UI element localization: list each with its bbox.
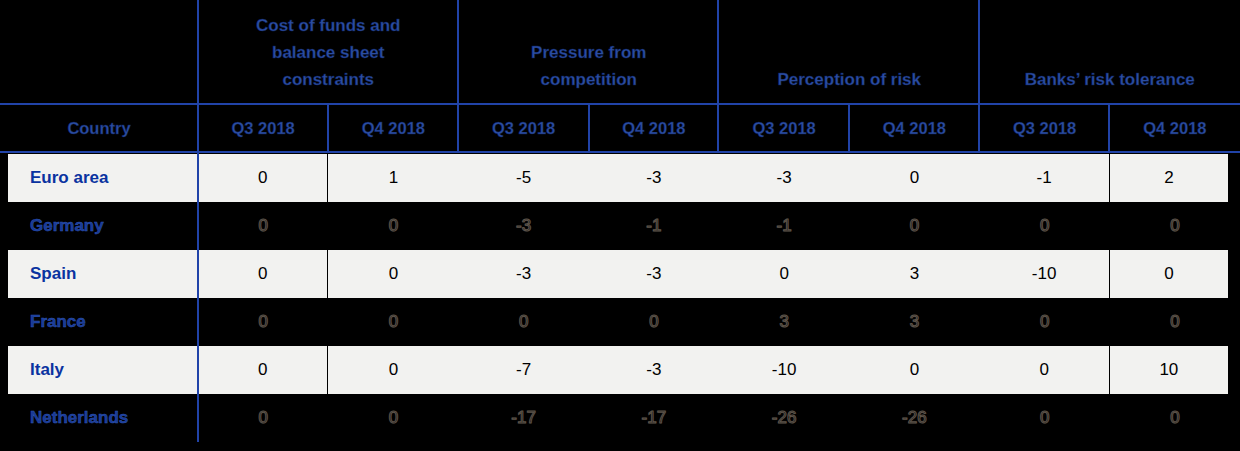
value-cell: 0 [1110, 394, 1240, 442]
value-cell: 1 [328, 154, 458, 202]
table-row-netherlands: Netherlands 0 0 -17 -17 -26 -26 0 0 [0, 394, 1240, 442]
period-header: Q3 2018 [198, 105, 328, 151]
period-header: Q3 2018 [719, 105, 849, 151]
horizontal-divider-bottom [0, 151, 1240, 153]
horizontal-divider-top [0, 103, 1240, 105]
value-cell: 0 [198, 298, 328, 346]
value-cell: 0 [198, 250, 328, 298]
value-cell: -3 [459, 250, 589, 298]
period-header: Q4 2018 [328, 105, 458, 151]
value-cell: -3 [589, 250, 719, 298]
value-cell: -1 [589, 202, 719, 250]
value-cell: -3 [589, 154, 719, 202]
country-cell: France [0, 298, 198, 346]
group-header-label: Perception of risk [777, 66, 921, 93]
corner-spacer [0, 0, 198, 103]
value-cell: -10 [719, 346, 849, 394]
value-cell: -7 [459, 346, 589, 394]
vertical-divider-group-1 [457, 0, 459, 153]
vertical-divider-group-3 [978, 0, 980, 153]
value-cell: 0 [198, 346, 328, 394]
value-cell: 0 [1110, 250, 1240, 298]
value-cell: -26 [719, 394, 849, 442]
value-cell: 0 [980, 394, 1110, 442]
group-header-cost-of-funds: Cost of funds and balance sheet constrai… [198, 0, 459, 103]
value-cell: 10 [1110, 346, 1240, 394]
value-cell: -26 [849, 394, 979, 442]
vertical-divider-country [197, 0, 199, 442]
value-cell: 0 [198, 202, 328, 250]
value-cell: 0 [328, 346, 458, 394]
value-cell: 0 [1110, 298, 1240, 346]
vertical-divider-subcol-2 [588, 105, 590, 153]
period-header: Q4 2018 [1110, 105, 1240, 151]
value-cell: 0 [1110, 202, 1240, 250]
value-cell: 0 [980, 202, 1110, 250]
table-row-germany: Germany 0 0 -3 -1 -1 0 0 0 [0, 202, 1240, 250]
value-cell: -10 [980, 250, 1110, 298]
group-header-band: Cost of funds and balance sheet constrai… [0, 0, 1240, 103]
value-cell: 3 [849, 250, 979, 298]
country-cell: Italy [0, 346, 198, 394]
value-cell: -3 [589, 346, 719, 394]
value-cell: -17 [459, 394, 589, 442]
bank-lending-survey-table: Cost of funds and balance sheet constrai… [0, 0, 1240, 451]
group-header-risk-tolerance: Banks’ risk tolerance [980, 0, 1240, 103]
table-row-italy: Italy 0 0 -7 -3 -10 0 0 10 [0, 346, 1240, 394]
vertical-divider-subcol-4 [1108, 105, 1110, 153]
value-cell: 0 [328, 202, 458, 250]
period-header: Q4 2018 [589, 105, 719, 151]
value-cell: 0 [849, 202, 979, 250]
value-cell: 0 [849, 346, 979, 394]
column-header-band: Country Q3 2018 Q4 2018 Q3 2018 Q4 2018 … [0, 105, 1240, 151]
country-cell: Spain [0, 250, 198, 298]
value-cell: 2 [1110, 154, 1240, 202]
vertical-divider-subcol-3 [848, 105, 850, 153]
period-header: Q3 2018 [980, 105, 1110, 151]
period-header: Q4 2018 [849, 105, 979, 151]
value-cell: 0 [328, 250, 458, 298]
value-cell: 0 [719, 250, 849, 298]
value-cell: 0 [980, 298, 1110, 346]
value-cell: 0 [980, 346, 1110, 394]
vertical-divider-group-2 [717, 0, 719, 153]
value-cell: 0 [198, 394, 328, 442]
country-cell: Euro area [0, 154, 198, 202]
country-column-header: Country [0, 105, 198, 151]
value-cell: 0 [849, 154, 979, 202]
value-cell: 3 [849, 298, 979, 346]
value-cell: 3 [719, 298, 849, 346]
table-row-euro-area: Euro area 0 1 -5 -3 -3 0 -1 2 [0, 154, 1240, 202]
value-cell: 0 [198, 154, 328, 202]
group-header-label: Banks’ risk tolerance [1025, 66, 1195, 93]
value-cell: -5 [459, 154, 589, 202]
value-cell: -3 [719, 154, 849, 202]
value-cell: 0 [589, 298, 719, 346]
value-cell: 0 [328, 394, 458, 442]
country-cell: Germany [0, 202, 198, 250]
table-row-france: France 0 0 0 0 3 3 0 0 [0, 298, 1240, 346]
period-header: Q3 2018 [459, 105, 589, 151]
group-header-perception-of-risk: Perception of risk [719, 0, 980, 103]
value-cell: 0 [459, 298, 589, 346]
value-cell: -17 [589, 394, 719, 442]
vertical-divider-subcol-1 [327, 105, 329, 153]
country-cell: Netherlands [0, 394, 198, 442]
group-header-label: Pressure from competition [514, 39, 664, 93]
value-cell: -1 [980, 154, 1110, 202]
value-cell: -1 [719, 202, 849, 250]
group-header-pressure-competition: Pressure from competition [459, 0, 720, 103]
value-cell: 0 [328, 298, 458, 346]
group-header-label: Cost of funds and balance sheet constrai… [228, 12, 428, 93]
value-cell: -3 [459, 202, 589, 250]
table-row-spain: Spain 0 0 -3 -3 0 3 -10 0 [0, 250, 1240, 298]
